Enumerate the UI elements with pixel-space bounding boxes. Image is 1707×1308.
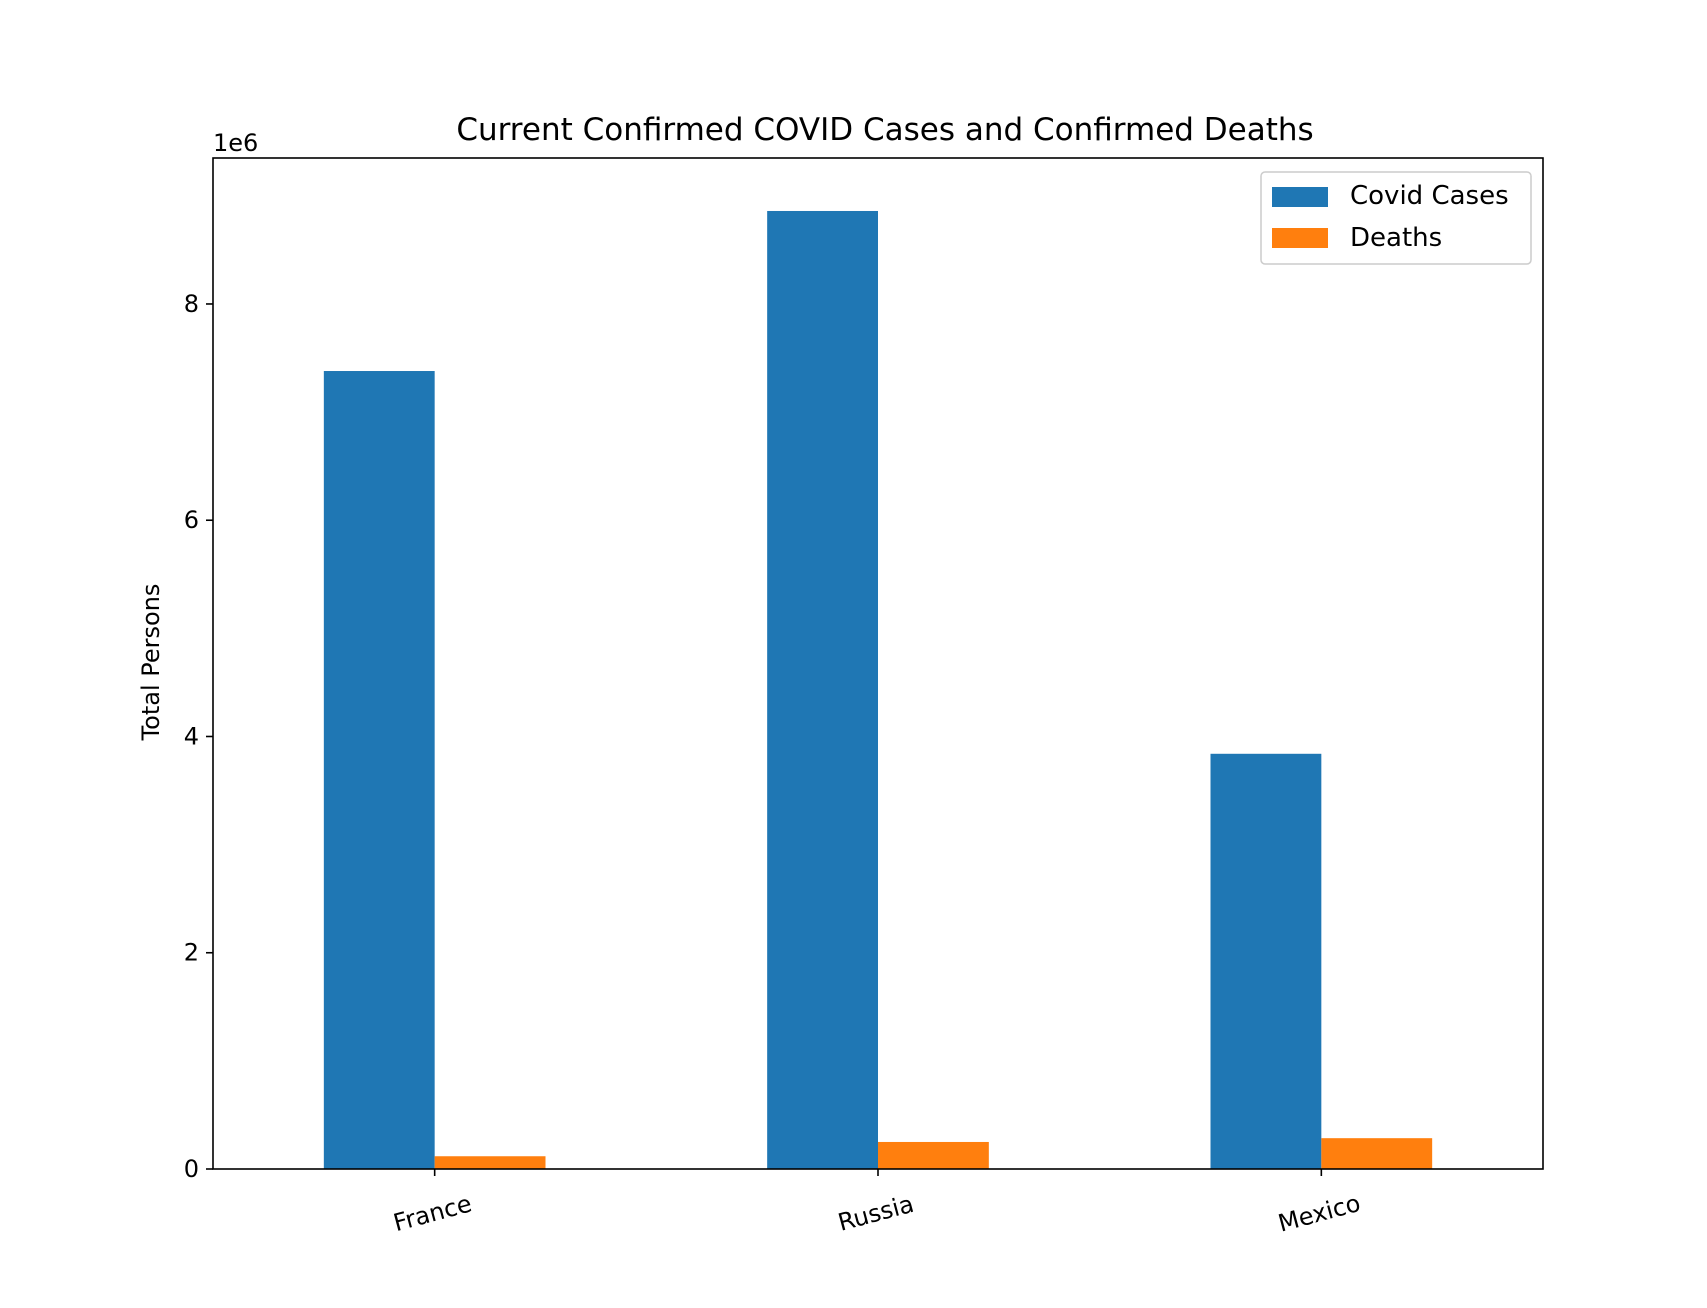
bar-covid-cases-russia: [767, 210, 878, 1169]
bar-deaths-russia: [878, 1141, 989, 1169]
legend-box: [1260, 171, 1532, 265]
plot-frame: [212, 157, 1544, 1170]
bar-deaths-france: [434, 1156, 546, 1169]
y-tick-label: 4: [184, 722, 199, 750]
bar-deaths-mexico: [1321, 1138, 1433, 1169]
bar-covid-cases-mexico: [1210, 753, 1322, 1169]
bar-covid-cases-france: [323, 371, 435, 1170]
chart-title: Current Confirmed COVID Cases and Confir…: [456, 112, 1313, 148]
y-axis: 0 2 4 6 8: [184, 290, 213, 1183]
bars-layer: [323, 210, 1433, 1170]
y-tick-label: 2: [184, 939, 199, 967]
legend-label-deaths: Deaths: [1350, 223, 1442, 253]
legend-swatch-deaths: [1272, 228, 1328, 248]
y-axis-label: Total Persons: [137, 584, 165, 742]
legend: Covid Cases Deaths: [1260, 171, 1532, 265]
legend-label-covid-cases: Covid Cases: [1350, 181, 1509, 211]
y-offset-label: 1e6: [213, 129, 258, 157]
legend-swatch-covid-cases: [1272, 187, 1328, 207]
y-tick-label: 8: [184, 290, 199, 318]
y-tick-label: 6: [184, 506, 199, 534]
y-tick-label: 0: [184, 1155, 199, 1183]
